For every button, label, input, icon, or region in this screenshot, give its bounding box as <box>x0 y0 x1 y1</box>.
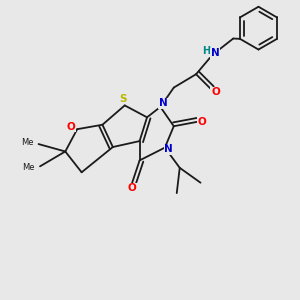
Text: O: O <box>66 122 75 132</box>
Text: H: H <box>202 46 210 56</box>
Text: N: N <box>211 48 220 59</box>
Text: O: O <box>128 183 136 193</box>
Text: N: N <box>159 98 168 108</box>
Text: O: O <box>211 87 220 97</box>
Text: N: N <box>164 144 173 154</box>
Text: Me: Me <box>22 163 35 172</box>
Text: S: S <box>119 94 127 104</box>
Text: Me: Me <box>21 138 34 147</box>
Text: O: O <box>198 117 206 127</box>
